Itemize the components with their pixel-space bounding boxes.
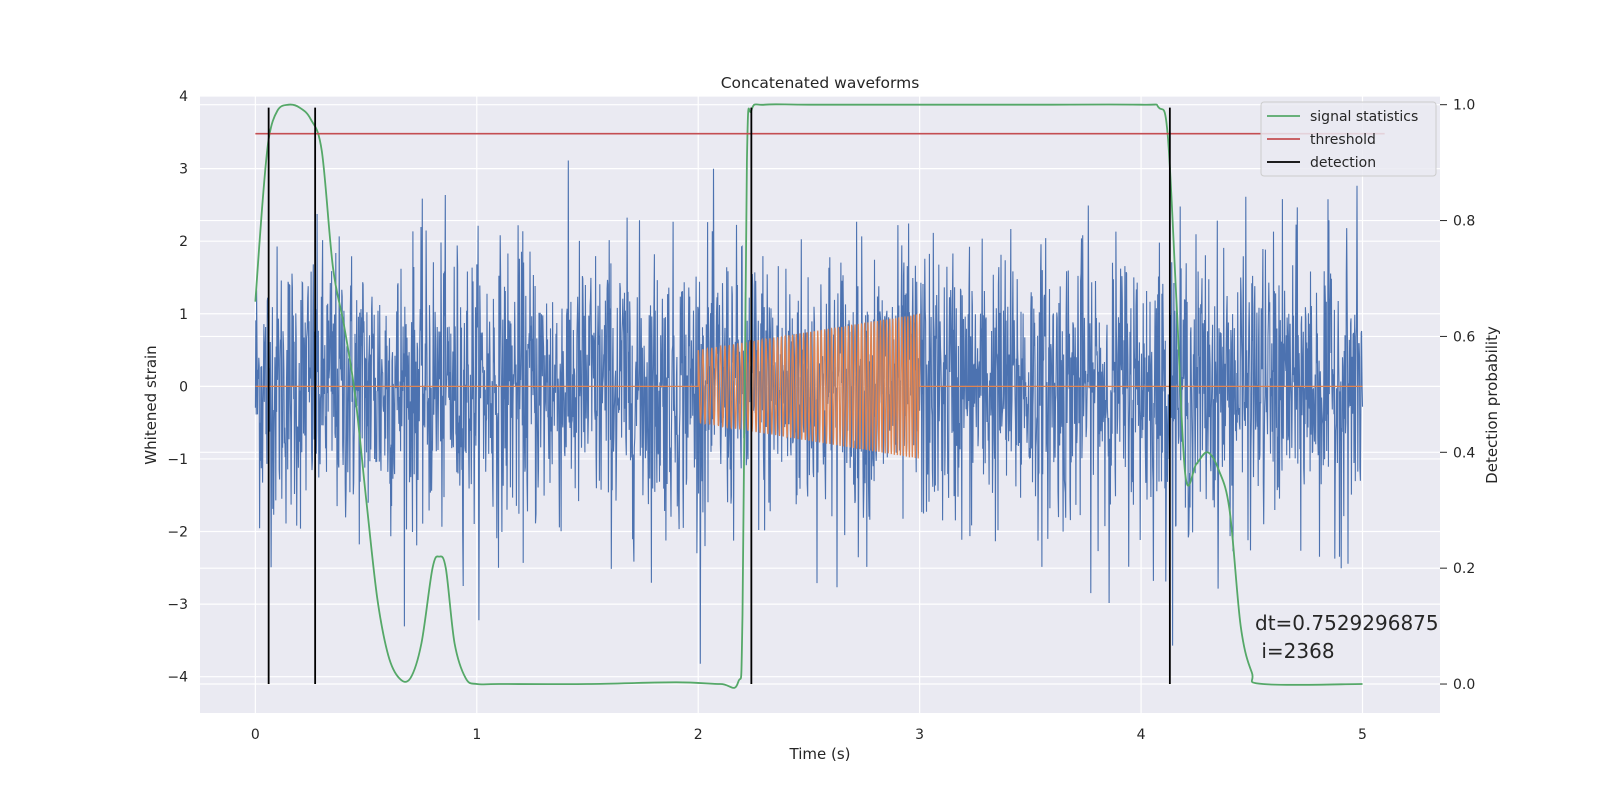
y-right-tick-label: 0.4 (1453, 445, 1475, 461)
x-tick-label: 5 (1358, 727, 1367, 743)
y-left-tick-label: −4 (167, 670, 188, 686)
signal-statistics-line (254, 103, 1363, 689)
annotation-dt: dt=0.7529296875 (1255, 611, 1439, 635)
y-left-tick-label: −1 (167, 452, 188, 468)
x-tick-label: 1 (472, 727, 481, 743)
y-left-tick-label: 4 (179, 89, 188, 105)
strain-line (254, 160, 1364, 664)
x-tick-label: 4 (1137, 727, 1146, 743)
injection-series (255, 313, 1363, 459)
y-left-tick-label: 3 (179, 162, 188, 178)
legend-label-signal-statistics: signal statistics (1310, 109, 1418, 125)
legend-label-detection: detection (1310, 155, 1376, 171)
tick-labels: 0 1 2 3 4 5 −4 −3 −2 −1 0 1 2 3 4 0.0 0.2 0.4 0.6 0.8 1.0 (167, 89, 1475, 743)
injection-line (255, 313, 1363, 459)
y-left-tick-label: −3 (167, 597, 188, 613)
legend: signal statistics threshold detection (1260, 101, 1437, 177)
y-left-tick-label: −2 (167, 525, 188, 541)
y-right-tick-label: 0.0 (1453, 677, 1475, 693)
legend-label-threshold: threshold (1310, 132, 1376, 148)
chart-title: Concatenated waveforms (721, 74, 920, 92)
y-right-tick-label: 0.2 (1453, 561, 1475, 577)
signal-statistics-series (254, 103, 1363, 689)
y-left-tick-label: 2 (179, 234, 188, 250)
y-right-tick-label: 0.8 (1453, 214, 1475, 230)
x-tick-label: 0 (251, 727, 260, 743)
x-tick-label: 3 (915, 727, 924, 743)
y-axis-left-label: Whitened strain (142, 345, 160, 464)
y-left-tick-label: 1 (179, 307, 188, 323)
y-right-tick-label: 0.6 (1453, 329, 1475, 345)
y-left-tick-label: 0 (179, 379, 188, 395)
detection-lines (267, 107, 1171, 685)
y-axis-right-label: Detection probability (1483, 326, 1501, 484)
annotation-i: i=2368 (1255, 639, 1335, 663)
y-right-tick-label: 1.0 (1453, 98, 1475, 114)
x-tick-label: 2 (694, 727, 703, 743)
strain-series (254, 160, 1364, 664)
legend-box (1260, 101, 1437, 177)
x-axis-label: Time (s) (789, 745, 851, 763)
